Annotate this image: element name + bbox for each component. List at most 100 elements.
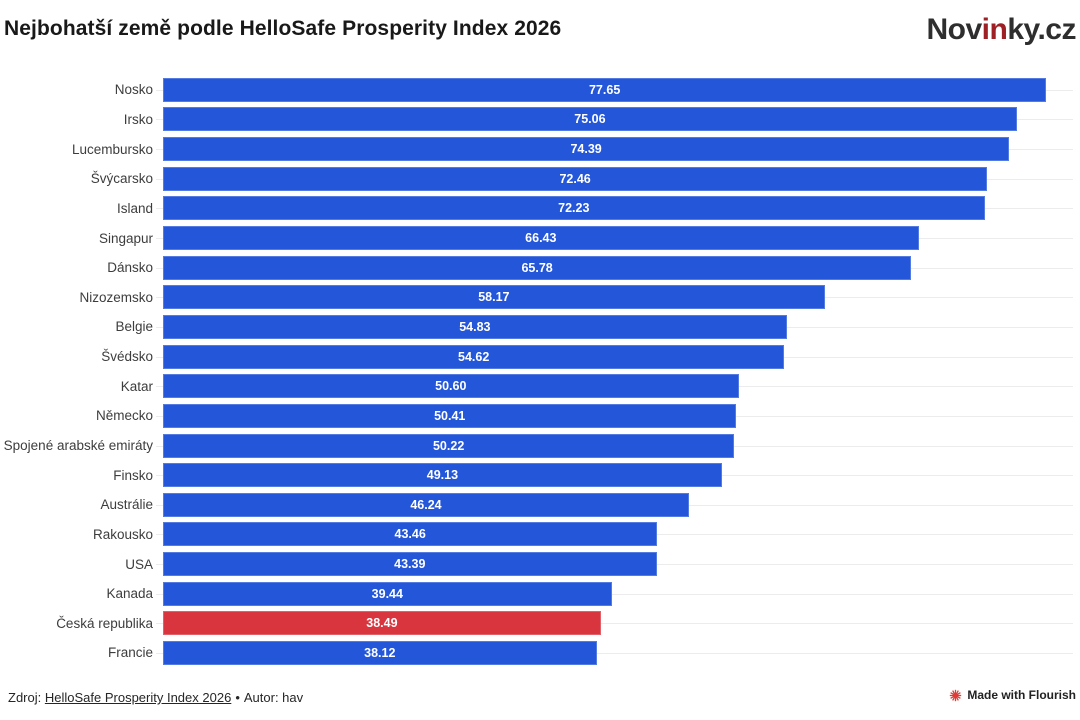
- bar[interactable]: 49.13: [163, 463, 722, 488]
- novinky-logo: Novinky.cz: [926, 13, 1076, 47]
- bar-row: Rakousko 43.46: [0, 520, 1080, 550]
- bar-row: Švédsko 54.62: [0, 342, 1080, 372]
- bar-row: Austrálie 46.24: [0, 490, 1080, 520]
- category-label: Katar: [120, 378, 153, 394]
- bar-chart: Nosko 77.65 Irsko 75.06 Lucembursko 74.39 Švýc…: [0, 75, 1080, 668]
- plot-area: 72.46: [156, 166, 1073, 191]
- category-label: Nizozemsko: [79, 289, 153, 305]
- value-label: 58.17: [478, 290, 510, 305]
- bar[interactable]: 66.43: [163, 226, 919, 251]
- bar[interactable]: 50.60: [163, 374, 739, 399]
- plot-area: 65.78: [156, 255, 1073, 280]
- row-gridline: [156, 652, 1073, 654]
- source-link[interactable]: HelloSafe Prosperity Index 2026: [44, 690, 232, 705]
- category-label: Dánsko: [107, 260, 153, 276]
- bar[interactable]: 43.39: [163, 552, 657, 577]
- logo-part-suffix: ky.cz: [1007, 13, 1076, 46]
- bar[interactable]: 65.78: [163, 255, 912, 280]
- value-label: 72.23: [558, 201, 590, 216]
- bar-row: USA 43.39: [0, 549, 1080, 579]
- bar-row: Katar 50.60: [0, 371, 1080, 401]
- category-label: Austrálie: [100, 497, 153, 513]
- plot-area: 43.39: [156, 552, 1073, 577]
- plot-area: 58.17: [156, 285, 1073, 310]
- bar[interactable]: 50.22: [163, 433, 735, 458]
- row-gridline: [156, 623, 1073, 625]
- value-label: 43.46: [394, 527, 426, 542]
- value-label: 38.12: [364, 645, 396, 660]
- plot-area: 66.43: [156, 226, 1073, 251]
- bar[interactable]: 54.62: [163, 344, 785, 369]
- flourish-label: Made with Flourish: [967, 688, 1076, 702]
- category-label: Lucembursko: [71, 141, 153, 157]
- author-label: Autor: hav: [243, 690, 304, 705]
- value-label: 75.06: [574, 112, 606, 127]
- bar[interactable]: 75.06: [163, 107, 1017, 132]
- bar-row: Finsko 49.13: [0, 460, 1080, 490]
- bar[interactable]: 38.12: [163, 640, 597, 665]
- plot-area: 39.44: [156, 581, 1073, 606]
- category-label: Belgie: [115, 319, 153, 335]
- source-separator: •: [235, 690, 240, 705]
- category-label: Nosko: [114, 82, 153, 98]
- category-label: Rakousko: [92, 526, 153, 542]
- bar-row: Německo 50.41: [0, 401, 1080, 431]
- bar[interactable]: 74.39: [163, 137, 1010, 162]
- bar-row: Švýcarsko 72.46: [0, 164, 1080, 194]
- flourish-burst-icon: [949, 689, 962, 702]
- source-prefix: Zdroj:: [8, 690, 42, 705]
- category-label: Island: [116, 200, 153, 216]
- plot-area: 75.06: [156, 107, 1073, 132]
- bar-row: Kanada 39.44: [0, 579, 1080, 609]
- row-gridline: [156, 593, 1073, 595]
- plot-area: 54.62: [156, 344, 1073, 369]
- bar[interactable]: 50.41: [163, 403, 737, 428]
- bar[interactable]: 58.17: [163, 285, 825, 310]
- value-label: 50.41: [434, 408, 466, 423]
- category-label: Spojené arabské emiráty: [3, 438, 153, 453]
- logo-part-prefix: Nov: [926, 13, 982, 46]
- bar-row: Francie 38.12: [0, 638, 1080, 668]
- category-label: USA: [125, 556, 153, 572]
- logo-part-accent: in: [981, 13, 1008, 46]
- value-label: 39.44: [371, 586, 403, 601]
- bar[interactable]: 38.49: [163, 611, 601, 636]
- category-label: Německo: [95, 408, 153, 424]
- value-label: 74.39: [570, 142, 602, 157]
- bar[interactable]: 77.65: [163, 77, 1047, 102]
- bar[interactable]: 54.83: [163, 314, 787, 339]
- bar-row: Island 72.23: [0, 194, 1080, 224]
- bar-row: Nizozemsko 58.17: [0, 282, 1080, 312]
- bar[interactable]: 39.44: [163, 581, 612, 606]
- category-label: Kanada: [106, 586, 153, 602]
- value-label: 49.13: [426, 468, 459, 483]
- flourish-credit[interactable]: Made with Flourish: [949, 688, 1076, 702]
- bar-row: Lucembursko 74.39: [0, 134, 1080, 164]
- bar-row: Nosko 77.65: [0, 75, 1080, 105]
- category-label: Francie: [107, 645, 153, 661]
- value-label: 77.65: [588, 82, 621, 97]
- category-label: Švýcarsko: [90, 171, 153, 187]
- value-label: 54.83: [459, 319, 491, 334]
- plot-area: 77.65: [156, 77, 1073, 102]
- bar[interactable]: 46.24: [163, 492, 689, 517]
- value-label: 46.24: [410, 497, 442, 512]
- bar-row: Irsko 75.06: [0, 105, 1080, 135]
- chart-rows: Nosko 77.65 Irsko 75.06 Lucembursko 74.39 Švýc…: [0, 75, 1080, 668]
- plot-area: 49.13: [156, 463, 1073, 488]
- bar[interactable]: 72.46: [163, 166, 988, 191]
- plot-area: 43.46: [156, 522, 1073, 547]
- category-label: Irsko: [123, 111, 153, 127]
- plot-area: 74.39: [156, 137, 1073, 162]
- bar[interactable]: 43.46: [163, 522, 658, 547]
- category-label: Česká republika: [56, 615, 153, 631]
- bar[interactable]: 72.23: [163, 196, 985, 221]
- bar-row: Singapur 66.43: [0, 223, 1080, 253]
- category-label: Finsko: [113, 467, 153, 483]
- value-label: 50.22: [432, 438, 465, 453]
- bar-row: Česká republika 38.49: [0, 609, 1080, 639]
- plot-area: 72.23: [156, 196, 1073, 221]
- value-label: 72.46: [559, 171, 591, 186]
- plot-area: 50.22: [156, 433, 1073, 458]
